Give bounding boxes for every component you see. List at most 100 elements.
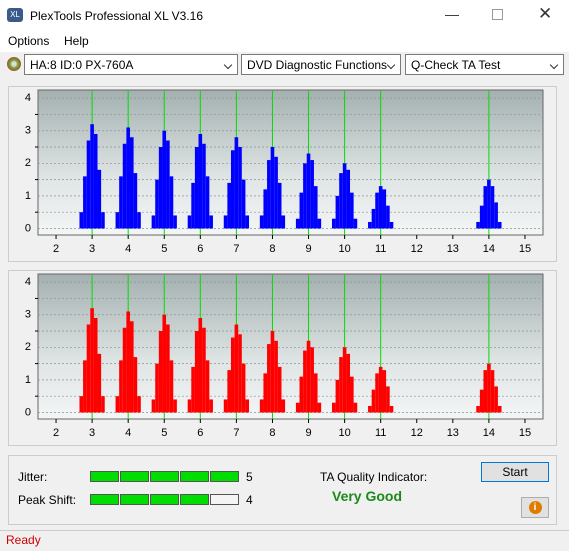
ta-value: Very Good [332,488,403,504]
bar [187,399,192,413]
bar [342,347,347,413]
status-text: Ready [6,533,41,547]
x-tick-label: 13 [447,427,459,439]
bar [263,373,268,413]
y-tick-label: 2 [25,157,31,169]
x-tick-label: 6 [197,243,203,255]
bar [90,308,94,413]
x-tick-label: 6 [197,427,203,439]
bar [497,405,502,413]
bar [129,137,134,229]
bar [198,317,203,413]
x-tick-label: 3 [89,427,95,439]
bar [479,205,484,229]
peak-shift-label: Peak Shift: [18,493,77,507]
x-tick-label: 7 [233,243,239,255]
bar [306,340,311,413]
bar [101,212,105,229]
x-tick-label: 13 [447,243,459,255]
y-tick-label: 4 [25,276,31,288]
bar [79,396,84,413]
menu-item[interactable]: Options [8,34,50,48]
x-tick-label: 2 [53,243,59,255]
bar [79,212,84,229]
x-tick-label: 9 [305,427,311,439]
menu-item[interactable]: Help [64,34,89,48]
bar [483,186,488,229]
bar [299,376,304,413]
x-tick-label: 12 [411,427,423,439]
bar [223,399,228,413]
ta-label: TA Quality Indicator: [320,470,428,484]
meter-segment [210,471,239,482]
meter-segment [120,494,149,505]
start-button[interactable]: Start [481,462,549,482]
bar [313,373,318,413]
bar [119,360,123,413]
bar [234,324,239,413]
bar [223,215,228,229]
bar [378,186,383,229]
test-select[interactable]: Q-Check TA Test [405,54,564,75]
x-tick-label: 10 [338,243,350,255]
meter-segment [180,471,209,482]
bar [209,215,213,229]
bar [274,340,278,413]
bar [259,215,264,229]
bar [331,218,336,229]
x-tick-label: 7 [233,427,239,439]
function-select[interactable]: DVD Diagnostic Functions [241,54,401,75]
meter-segment [90,471,119,482]
info-button[interactable]: i [521,497,549,518]
close[interactable]: ✕ [538,4,553,23]
minimize[interactable]: — [445,6,459,22]
x-tick-label: 10 [338,427,350,439]
bar [335,195,340,229]
bar [133,173,138,229]
bar [368,221,372,229]
jitter-value: 5 [246,470,253,484]
maximize[interactable] [492,9,503,20]
meter-segment [180,494,209,505]
bar [173,399,177,413]
bar [339,173,343,229]
meter-segment [150,471,179,482]
bar [241,179,246,229]
bar [303,350,307,413]
bar [151,399,156,413]
bar [479,389,484,413]
menu-bar [0,30,569,52]
x-tick-label: 4 [125,243,131,255]
drive-icon [7,57,21,71]
bar [313,186,318,229]
x-tick-label: 11 [375,243,386,255]
x-tick-label: 15 [519,243,531,255]
bar [310,160,314,229]
y-tick-label: 3 [25,125,31,137]
bar [93,133,98,229]
bar [346,169,351,229]
bar [295,218,300,229]
bar [281,399,286,413]
bar [158,331,163,413]
bar [230,150,235,229]
bar [353,402,358,413]
bar [115,396,120,413]
bar [295,402,300,413]
window-title: PlexTools Professional XL V3.16 [30,9,203,23]
bar [173,215,177,229]
bar [310,347,314,413]
meter-segment [210,494,239,505]
bar [487,179,491,229]
bar [158,147,163,229]
drive-select[interactable]: HA:8 ID:0 PX-760A [24,54,238,75]
bar [202,143,206,229]
bar [299,192,304,229]
bar [155,179,159,229]
x-tick-label: 14 [483,243,495,255]
y-tick-label: 2 [25,341,31,353]
bar [83,360,87,413]
bar [245,399,250,413]
bar [476,221,480,229]
bar [375,373,379,413]
